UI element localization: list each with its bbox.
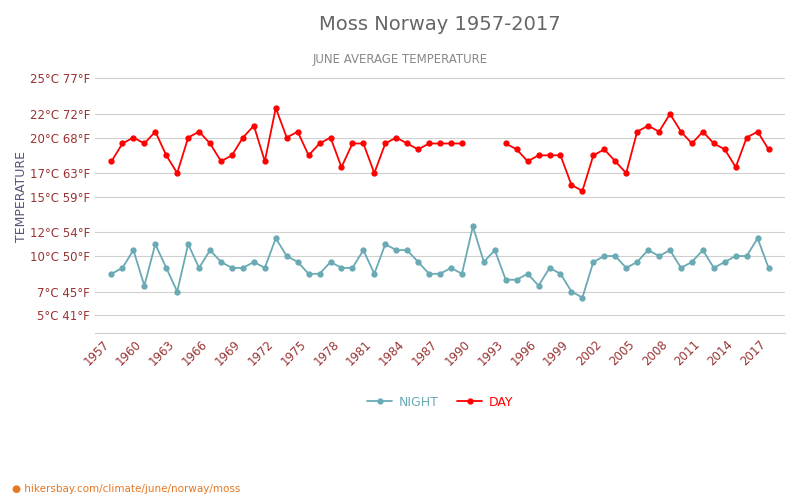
NIGHT xyxy=(238,265,248,271)
Title: Moss Norway 1957-2017: Moss Norway 1957-2017 xyxy=(319,15,561,34)
NIGHT xyxy=(468,224,478,230)
DAY xyxy=(512,146,522,152)
NIGHT xyxy=(260,265,270,271)
NIGHT xyxy=(512,276,522,282)
NIGHT xyxy=(457,271,466,277)
NIGHT xyxy=(578,294,587,300)
Legend: NIGHT, DAY: NIGHT, DAY xyxy=(362,391,518,414)
Line: NIGHT: NIGHT xyxy=(109,224,771,300)
Text: ● hikersbay.com/climate/june/norway/moss: ● hikersbay.com/climate/june/norway/moss xyxy=(12,484,240,494)
NIGHT xyxy=(106,271,116,277)
Line: DAY: DAY xyxy=(109,106,771,194)
NIGHT xyxy=(698,247,708,253)
DAY xyxy=(687,140,697,146)
DAY xyxy=(457,140,466,146)
Y-axis label: TEMPERATURE: TEMPERATURE xyxy=(15,152,28,242)
DAY xyxy=(238,134,248,140)
DAY xyxy=(337,164,346,170)
DAY xyxy=(106,158,116,164)
Text: JUNE AVERAGE TEMPERATURE: JUNE AVERAGE TEMPERATURE xyxy=(313,52,487,66)
NIGHT xyxy=(337,265,346,271)
NIGHT xyxy=(764,265,774,271)
DAY xyxy=(260,158,270,164)
DAY xyxy=(764,146,774,152)
